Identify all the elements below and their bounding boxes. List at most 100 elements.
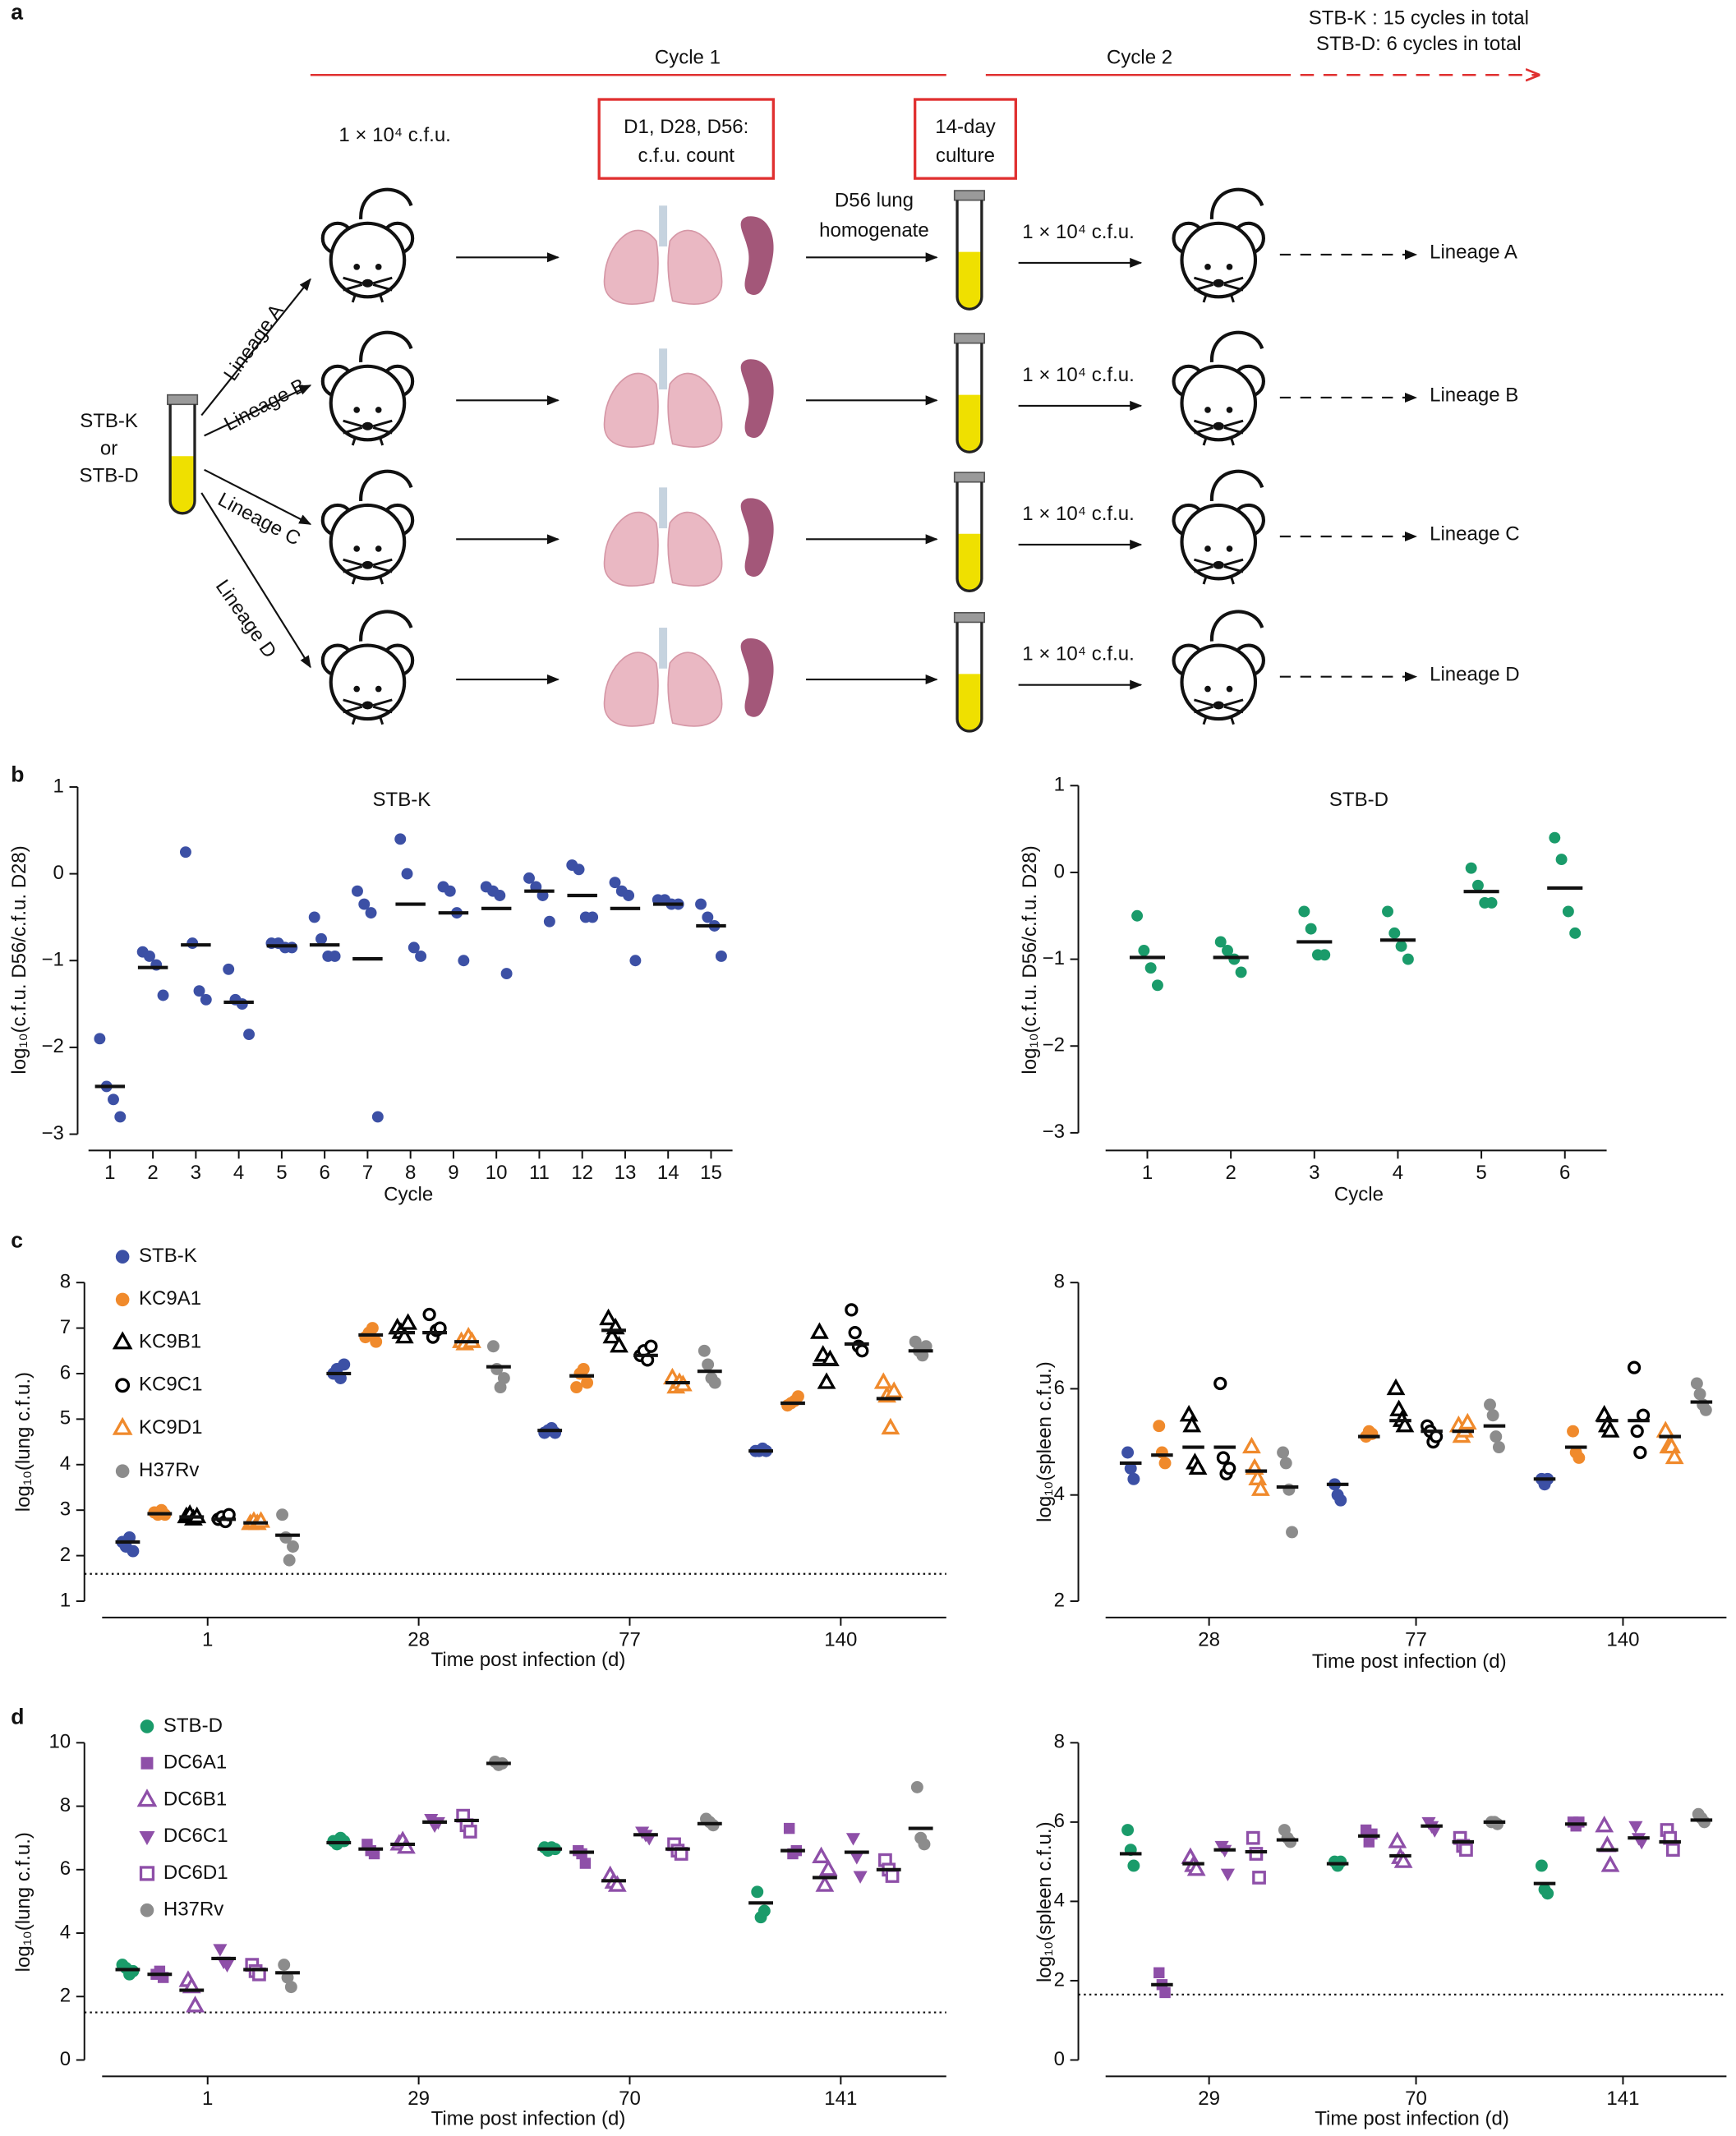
x-axis-label: Cycle: [384, 1183, 433, 1205]
point: [1121, 1446, 1135, 1459]
point: [783, 1822, 795, 1834]
point: [708, 1376, 721, 1389]
point: [276, 1508, 289, 1521]
x-tick-label: 140: [824, 1628, 857, 1650]
chart: Time post infection (d) log₁₀(spleen c.f.…: [1034, 1731, 1727, 2130]
point: [1492, 1441, 1505, 1454]
x-tick-label: 5: [1476, 1162, 1486, 1184]
mouse: [1174, 333, 1264, 445]
panel-label: a: [11, 0, 23, 25]
point: [1465, 862, 1477, 874]
branch-arrow: [200, 278, 311, 417]
spleen: [740, 359, 774, 438]
mouse: [323, 472, 412, 584]
tube: [166, 393, 199, 515]
point: [1121, 1824, 1135, 1836]
point: [1627, 1360, 1642, 1374]
point: [549, 1426, 562, 1439]
cycle-total: STB-K : 15 cycles in total: [1309, 7, 1529, 30]
y-tick-label: 10: [48, 1731, 71, 1753]
chart: d Time post infection (d) log₁₀(lung c.f.u…: [11, 1705, 946, 2130]
point: [1569, 927, 1582, 939]
point: [458, 955, 470, 967]
legend-label: DC6C1: [163, 1825, 228, 1847]
point: [1222, 945, 1233, 956]
point: [114, 1111, 127, 1123]
point: [1159, 1986, 1171, 1999]
x-tick-label: 28: [1198, 1628, 1220, 1650]
point: [1286, 1526, 1298, 1539]
y-axis-label: log₁₀(lung c.f.u.): [12, 1832, 35, 1972]
y-tick-label: 8: [1054, 1271, 1065, 1293]
lungs: [603, 348, 723, 448]
dose-label: 1 × 10⁴ c.f.u.: [338, 124, 450, 146]
point: [186, 937, 199, 950]
legend-label: DC6A1: [163, 1752, 227, 1774]
x-tick-label: 141: [1606, 2088, 1639, 2110]
point: [398, 1313, 418, 1330]
x-tick-label: 7: [362, 1162, 373, 1184]
lineage-label: Lineage A: [219, 301, 288, 385]
legend-marker: [115, 1250, 130, 1264]
y-tick-label: 8: [60, 1794, 71, 1816]
spleen: [740, 216, 774, 295]
point: [200, 993, 212, 1006]
point: [1186, 1859, 1206, 1876]
point: [1535, 1859, 1548, 1872]
y-tick-label: 2: [60, 1985, 71, 2007]
transfer-label: homogenate: [819, 219, 929, 242]
box-text: culture: [936, 145, 995, 167]
point: [818, 1859, 838, 1876]
legend-marker: [112, 1416, 133, 1435]
x-tick-label: 28: [408, 1628, 430, 1650]
point: [602, 1326, 622, 1344]
point: [1549, 831, 1561, 844]
point: [845, 1303, 859, 1317]
lineage-label: Lineage A: [1430, 242, 1517, 264]
point: [370, 1335, 383, 1348]
y-axis-label: log₁₀(lung c.f.u.): [12, 1372, 35, 1512]
point: [1600, 1855, 1620, 1872]
point: [1182, 1415, 1202, 1433]
point: [1633, 1445, 1647, 1460]
point: [397, 1837, 416, 1854]
point: [910, 1780, 923, 1793]
point: [1223, 1462, 1236, 1475]
y-axis-label: log₁₀(c.f.u. D56/c.f.u. D28): [8, 845, 30, 1074]
point: [415, 950, 427, 962]
point: [371, 1111, 384, 1123]
point: [287, 1540, 299, 1553]
point: [1484, 1398, 1496, 1411]
legend-label: KC9C1: [139, 1374, 202, 1396]
legend-label: H37Rv: [163, 1899, 223, 1921]
point: [236, 998, 248, 1010]
strain-label: or: [100, 437, 117, 459]
y-tick-label: −2: [1043, 1034, 1065, 1056]
point: [1279, 1457, 1292, 1470]
transfer-label: D56 lung: [835, 190, 914, 212]
y-tick-label: 2: [60, 1544, 71, 1566]
spleen: [740, 498, 774, 578]
y-tick-label: 0: [53, 862, 64, 884]
panel-a: a Cycle 1 Cycle 2 STB-K : 15 cycles in t…: [11, 0, 1538, 733]
x-tick-label: 10: [486, 1162, 508, 1184]
mouse: [323, 611, 412, 724]
point: [609, 877, 621, 889]
point: [1457, 1412, 1477, 1430]
point: [1485, 896, 1498, 909]
x-tick-label: 15: [700, 1162, 722, 1184]
point: [1690, 1377, 1703, 1390]
lungs: [603, 627, 723, 727]
point: [884, 1381, 904, 1398]
x-tick-label: 12: [571, 1162, 593, 1184]
legend-label: H37Rv: [139, 1459, 199, 1481]
point: [1665, 1447, 1684, 1465]
point: [315, 932, 327, 945]
point: [607, 1875, 627, 1892]
x-tick-label: 2: [147, 1162, 158, 1184]
point: [623, 890, 635, 901]
point: [329, 950, 341, 962]
point: [1319, 949, 1331, 961]
lungs: [603, 486, 723, 587]
point: [570, 1381, 583, 1394]
